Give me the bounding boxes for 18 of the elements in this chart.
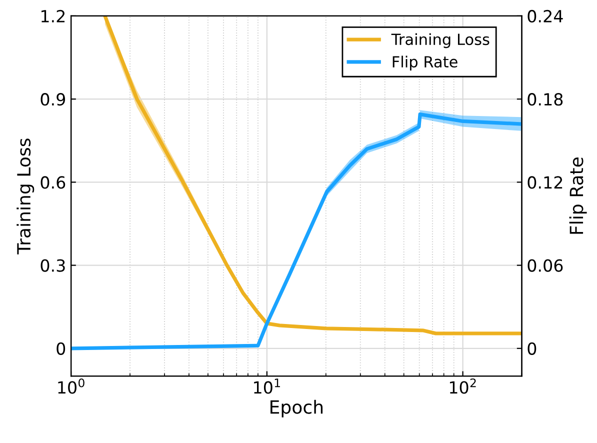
y-axis-title: Training Loss — [16, 138, 34, 254]
y2-tick-label: 0.24 — [528, 10, 563, 23]
y-tick-label: 0 — [56, 342, 66, 355]
y-tick-label: 0.3 — [40, 259, 65, 272]
legend-label: Flip Rate — [392, 56, 458, 71]
y-tick-label: 0.9 — [40, 93, 66, 106]
y2-tick-label: 0.06 — [528, 259, 563, 272]
x-axis-title: Epoch — [270, 400, 323, 418]
x-tick-label: 10$^{0}$ — [58, 378, 84, 394]
y2-tick-label: 0.18 — [528, 93, 563, 106]
y-tick-label: 0.6 — [40, 176, 66, 189]
y2-tick-label: 0.12 — [528, 176, 562, 189]
legend-label: Training Loss — [391, 33, 490, 48]
x-tick-label: 10$^{1}$ — [254, 378, 280, 394]
y2-axis-title: Flip Rate — [569, 157, 587, 234]
y2-tick-label: 0 — [528, 342, 536, 355]
x-tick-label: 10$^{2}$ — [450, 378, 476, 394]
y-tick-label: 1.2 — [42, 10, 65, 22]
